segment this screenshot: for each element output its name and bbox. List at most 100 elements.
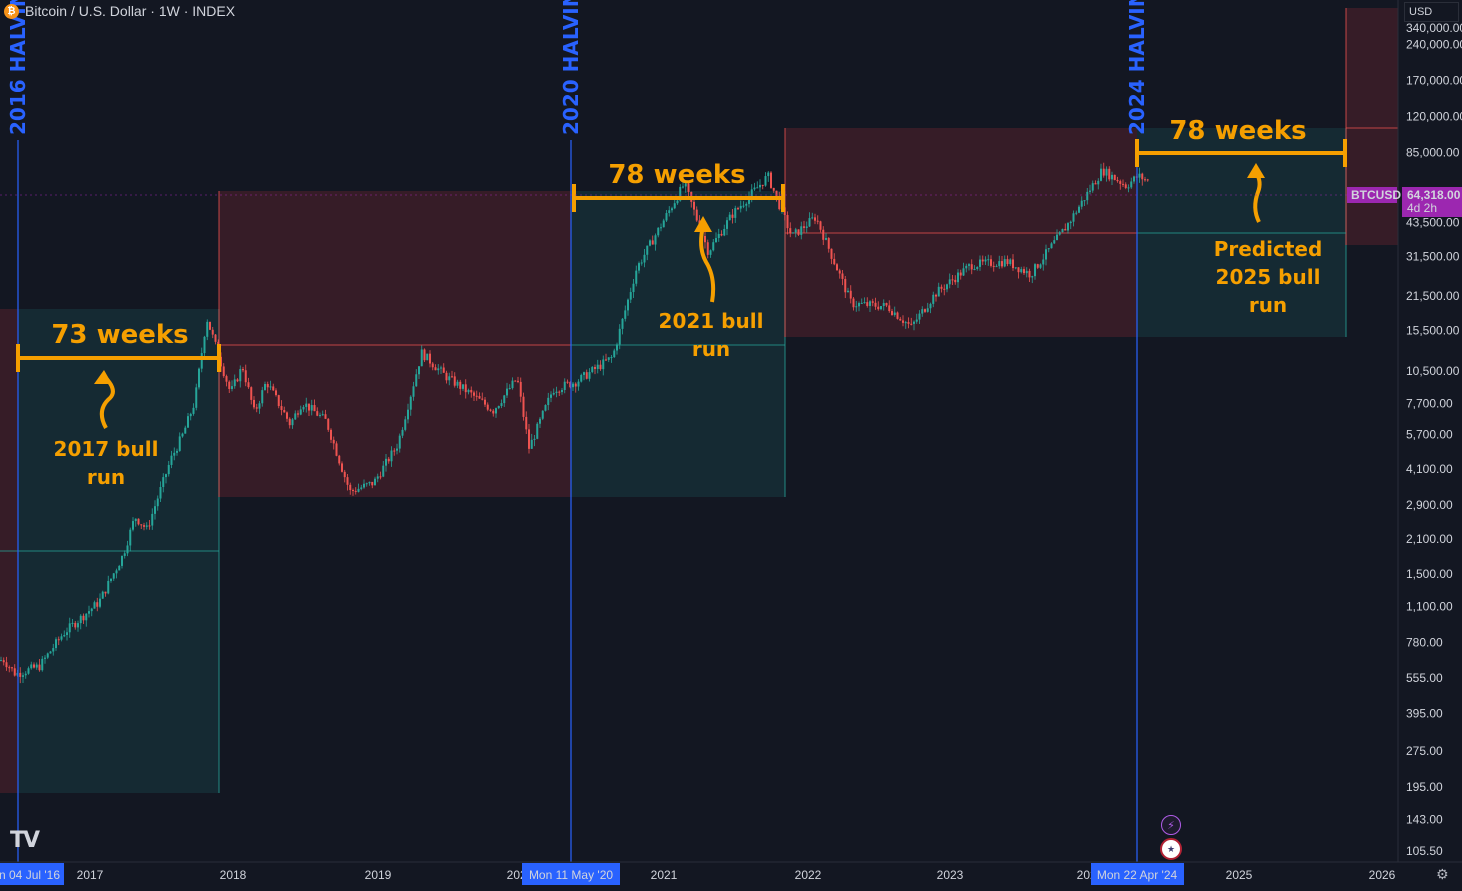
us-flag-icon[interactable]: ★ [1160, 838, 1182, 860]
price-ticks: 240,000.00 170,000.00 120,000.00 85,000.00 4… [1406, 37, 1462, 858]
year-2023: 2023 [937, 868, 964, 882]
candle [231, 380, 233, 392]
candle [148, 519, 151, 530]
candle [236, 378, 239, 383]
candle [354, 487, 357, 495]
candle [981, 255, 984, 266]
candle [929, 302, 932, 314]
candle [519, 377, 522, 403]
candle [321, 410, 324, 416]
candle [330, 428, 332, 443]
price-tick-9: 7,700.00 [1406, 396, 1453, 410]
candle [88, 605, 90, 618]
candle [968, 263, 970, 271]
candle [761, 184, 764, 190]
candle [420, 345, 423, 367]
date-badge-2016-text: Mon 04 Jul '16 [0, 868, 60, 882]
price-tick-15: 1,100.00 [1406, 599, 1453, 613]
arrowhead-2025 [1247, 163, 1265, 178]
candle [440, 365, 442, 375]
candle [1012, 254, 1014, 271]
candle [30, 661, 33, 670]
candle [66, 627, 68, 641]
candle [830, 248, 833, 265]
candle [376, 473, 379, 483]
candle [907, 317, 910, 329]
candle [398, 433, 401, 453]
symbol-badge [1347, 187, 1397, 203]
candle [665, 210, 668, 223]
candle [464, 379, 467, 399]
candle [275, 388, 277, 397]
candle [951, 274, 954, 286]
candle [27, 666, 30, 675]
settings-gear-icon[interactable]: ⚙ [1436, 866, 1449, 882]
candle [57, 636, 60, 646]
candle [833, 253, 836, 266]
candle [181, 432, 184, 438]
candle [789, 222, 792, 238]
candle [808, 212, 811, 228]
candle [107, 575, 110, 595]
candle [145, 522, 148, 530]
green-zone-2025-run [1137, 128, 1346, 337]
candle [478, 392, 481, 399]
candle [187, 412, 189, 428]
candle [1141, 172, 1144, 186]
currency-button[interactable]: USD [1404, 2, 1459, 22]
halving-label-2020: 2020 HALVING [559, 0, 583, 135]
candle [913, 320, 915, 331]
candle [297, 410, 299, 418]
arrowhead-2017 [94, 370, 112, 384]
candle [1113, 174, 1116, 181]
candle [1138, 167, 1141, 183]
candle [448, 372, 451, 386]
candle [891, 308, 893, 316]
green-zone-2021-run [571, 191, 785, 497]
candle [596, 359, 599, 374]
current-price-text: 64,318.00 [1407, 188, 1461, 202]
candle [63, 630, 66, 638]
candle [497, 405, 500, 410]
candle [902, 315, 904, 327]
candle [533, 434, 536, 447]
chart-header[interactable]: ₿ Bitcoin / U.S. Dollar · 1W · INDEX [4, 3, 235, 19]
candle [704, 230, 706, 249]
candle [720, 230, 723, 237]
symbol-title[interactable]: Bitcoin / U.S. Dollar · 1W · INDEX [25, 3, 236, 19]
price-axis[interactable]: 340,000.00 240,000.00 170,000.00 120,000.0… [0, 0, 1462, 862]
lightning-icon[interactable]: ⚡ [1161, 815, 1181, 835]
run-2025-line1: Predicted [1214, 237, 1323, 261]
candle [709, 249, 712, 258]
candle [869, 300, 871, 312]
candle [178, 432, 181, 452]
candle [998, 255, 1001, 269]
candle [539, 417, 541, 428]
candle [170, 450, 173, 469]
time-axis[interactable]: 2017 2018 2019 2020 2021 2022 2023 2024 … [0, 861, 1462, 891]
candle [1127, 184, 1130, 193]
run-2021-line1: 2021 bull [659, 309, 764, 333]
candle [280, 400, 283, 416]
candle [844, 275, 847, 299]
candle [1102, 162, 1105, 178]
candle [288, 417, 291, 429]
candle [827, 237, 830, 253]
candle [756, 181, 759, 189]
candle [467, 388, 470, 395]
candle [1080, 196, 1083, 210]
candle [492, 409, 495, 417]
candle [250, 386, 253, 405]
candle [610, 354, 613, 363]
price-tick-0: 240,000.00 [1406, 37, 1462, 51]
candle [910, 317, 913, 326]
candle [984, 256, 987, 265]
candle [896, 311, 899, 320]
candle [0, 656, 2, 662]
candle [272, 383, 275, 391]
candle [1014, 267, 1017, 270]
tradingview-logo[interactable]: TV [10, 828, 40, 853]
candle [324, 409, 327, 419]
candle [495, 407, 497, 418]
